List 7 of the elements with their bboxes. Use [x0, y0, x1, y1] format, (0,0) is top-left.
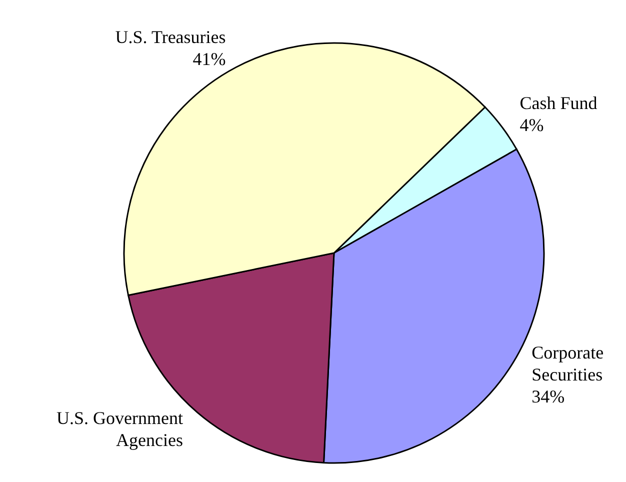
- data-label: 34%: [532, 386, 565, 407]
- slice-label: Corporate Securities: [532, 342, 604, 385]
- data-label: 41%: [192, 48, 226, 69]
- slice-label: U.S. Treasuries: [115, 26, 226, 47]
- data-label: 4%: [520, 115, 544, 136]
- slice-label: U.S. Government Agencies: [56, 408, 184, 450]
- slice-label: Cash Fund: [520, 93, 598, 114]
